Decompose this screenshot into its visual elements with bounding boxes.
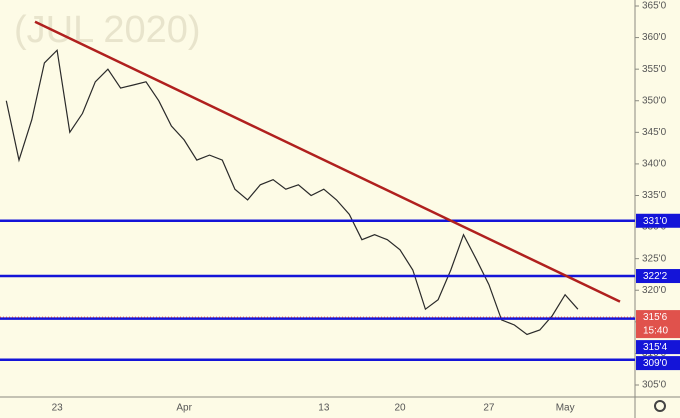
y-tick-label: 365'0 <box>642 1 667 12</box>
x-tick-label: 27 <box>483 403 495 414</box>
level-badge <box>636 356 680 371</box>
y-tick-label: 345'0 <box>642 127 667 138</box>
settings-icon[interactable] <box>654 400 666 412</box>
level-label: 322'2 <box>643 271 668 282</box>
gear[interactable] <box>654 400 666 412</box>
level-badge <box>636 269 680 284</box>
y-tick-label: 320'0 <box>642 285 667 296</box>
level-label: 331'0 <box>643 216 668 227</box>
y-tick-label: 355'0 <box>642 64 667 75</box>
trendline <box>34 20 621 303</box>
y-tick-label: 325'0 <box>642 253 667 264</box>
x-tick-label: 23 <box>52 403 64 414</box>
watermark: (JUL 2020) <box>14 9 201 51</box>
countdown: 15:40 <box>643 326 668 337</box>
level-label: 309'0 <box>643 358 668 369</box>
x-tick-label: Apr <box>176 403 192 414</box>
x-tick-label: 20 <box>394 403 406 414</box>
last-price-label: 315'6 <box>643 312 668 323</box>
y-tick-label: 340'0 <box>642 159 667 170</box>
x-tick-label: May <box>556 403 575 414</box>
y-tick-label: 305'0 <box>642 380 667 391</box>
level-badge <box>636 340 680 355</box>
y-tick-label: 335'0 <box>642 190 667 201</box>
level-label: 315'4 <box>643 342 668 353</box>
x-tick-label: 13 <box>318 403 330 414</box>
y-tick-label: 350'0 <box>642 95 667 106</box>
last-price-badge <box>636 310 680 339</box>
level-badge <box>636 213 680 228</box>
y-tick-label: 360'0 <box>642 32 667 43</box>
price-line <box>5 48 579 336</box>
